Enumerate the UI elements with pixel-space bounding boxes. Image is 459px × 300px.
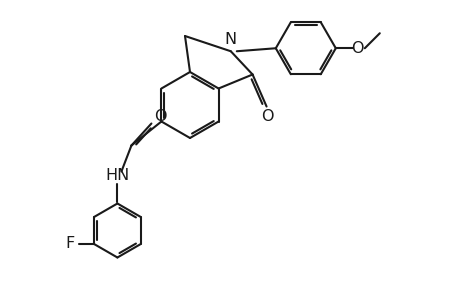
Text: N: N xyxy=(224,32,236,47)
Text: O: O xyxy=(154,109,166,124)
Text: F: F xyxy=(65,236,74,251)
Text: O: O xyxy=(261,109,273,124)
Text: HN: HN xyxy=(105,168,129,183)
Text: O: O xyxy=(351,41,363,56)
